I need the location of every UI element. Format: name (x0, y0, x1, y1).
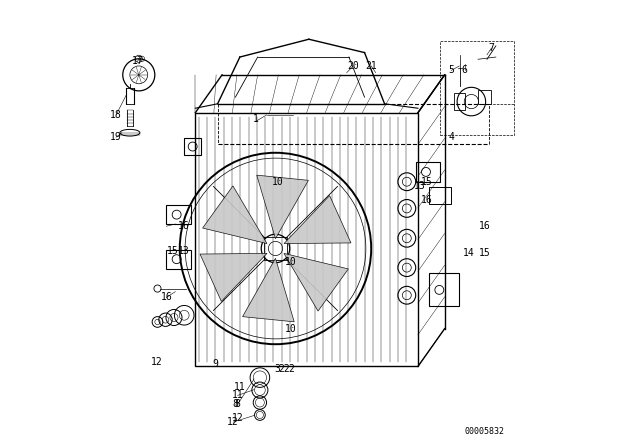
Text: 13: 13 (179, 246, 190, 256)
Text: 12: 12 (227, 417, 239, 427)
Text: 11: 11 (234, 382, 246, 392)
Bar (454, 93, 465, 111)
Bar (166, 250, 191, 268)
Bar (264, 237, 287, 260)
Bar (478, 90, 492, 104)
Bar (195, 113, 418, 366)
Polygon shape (203, 186, 267, 244)
Text: 8: 8 (235, 399, 241, 409)
Text: 22: 22 (278, 364, 291, 374)
Text: 12: 12 (151, 357, 163, 367)
Bar (416, 162, 440, 182)
Text: 4: 4 (449, 132, 454, 142)
Text: 00005832: 00005832 (465, 426, 505, 435)
Text: 17: 17 (132, 56, 143, 66)
Bar (429, 187, 451, 204)
Text: 2: 2 (288, 364, 294, 374)
Text: 15: 15 (167, 246, 179, 256)
Text: 10: 10 (285, 323, 297, 334)
Text: 9: 9 (212, 359, 218, 369)
Bar (440, 42, 514, 135)
Bar (429, 273, 460, 306)
Polygon shape (200, 254, 267, 302)
Text: 16: 16 (421, 194, 433, 205)
Text: 11: 11 (232, 390, 243, 401)
Text: 16: 16 (179, 221, 190, 231)
Text: 21: 21 (365, 61, 377, 71)
Text: 10: 10 (272, 177, 284, 187)
Text: 15: 15 (421, 177, 433, 187)
Text: 8: 8 (232, 399, 238, 409)
Text: 6: 6 (461, 65, 468, 75)
Polygon shape (243, 258, 294, 322)
Bar (184, 138, 201, 155)
Text: 16: 16 (479, 221, 491, 231)
Text: 19: 19 (110, 132, 122, 142)
Text: 7: 7 (488, 43, 494, 53)
Text: 15: 15 (479, 248, 491, 258)
Text: 12: 12 (232, 413, 243, 422)
Polygon shape (284, 196, 351, 244)
Text: 14: 14 (463, 248, 475, 258)
Text: 13: 13 (414, 181, 426, 191)
Text: 1: 1 (253, 114, 259, 125)
Bar (166, 205, 191, 224)
Text: 20: 20 (348, 61, 359, 71)
Text: 18: 18 (110, 110, 122, 120)
Text: 16: 16 (161, 293, 172, 302)
Text: 10: 10 (285, 257, 297, 267)
Polygon shape (284, 254, 348, 311)
Text: 5: 5 (449, 65, 454, 75)
Text: 3: 3 (275, 364, 281, 374)
Polygon shape (257, 175, 308, 239)
